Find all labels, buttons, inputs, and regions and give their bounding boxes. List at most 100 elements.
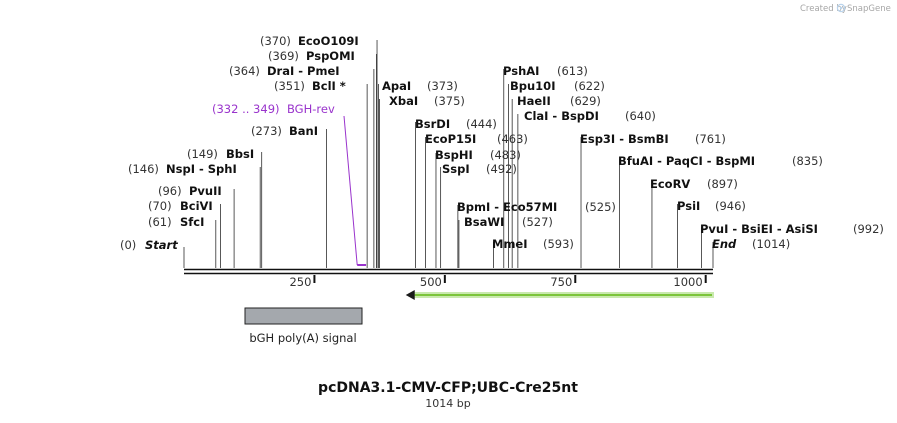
site-pos: (483) [490,148,521,162]
site-pvuii[interactable]: (96) PvuII [158,184,222,198]
site-pos: (373) [427,79,458,93]
site-psii[interactable]: PsiI (946) [677,199,746,213]
site-bsphi[interactable]: BspHI (483) [435,148,521,162]
site-name: PvuII [189,184,222,198]
site-bbsi[interactable]: (149) BbsI [187,147,254,161]
site-pos: (897) [707,177,738,191]
site-nspi-sphi[interactable]: (146) NspI - SphI [128,162,237,176]
site-name: ClaI - BspDI [524,109,599,123]
site-name: PsiI [677,199,700,213]
site-bpu10i[interactable]: Bpu10I (622) [510,79,605,93]
site-pos: (463) [497,132,528,146]
site-name: BsrDI [415,117,450,131]
site-pos: (146) [128,162,159,176]
site-pos: (70) [148,199,172,213]
site-lines [183,40,714,268]
feature-label: bGH poly(A) signal [249,331,356,345]
site-sfci[interactable]: (61) SfcI [148,215,204,229]
site-start[interactable]: (0) Start [120,238,178,252]
map-length: 1014 bp [425,397,470,410]
site-mmei[interactable]: MmeI (593) [492,237,574,251]
site-name: PspOMI [306,49,355,63]
site-pos: (351) [274,79,305,93]
site-name: BsaWI [464,215,504,229]
arrow-left-icon [405,290,415,300]
site-pos: (149) [187,147,218,161]
site-ecop15i[interactable]: EcoP15I (463) [425,132,528,146]
site-name: BpmI - Eco57MI [457,200,557,214]
site-bcivi[interactable]: (70) BciVI [148,199,213,213]
site-name: BbsI [226,147,254,161]
primer-leader-line [343,115,358,266]
site-haeii[interactable]: HaeII (629) [517,94,601,108]
tick-label: 250 [289,275,311,289]
site-pos: (61) [148,215,172,229]
sequence-backbone [184,268,713,275]
site-name: Esp3I - BsmBI [580,132,669,146]
site-drai-pmei[interactable]: (364) DraI - PmeI [229,64,340,78]
site-apai[interactable]: ApaI (373) [382,79,458,93]
site-bsrdi[interactable]: BsrDI (444) [415,117,497,131]
site-pos: (273) [251,124,282,138]
site-name: SfcI [180,215,204,229]
site-pos: (613) [557,64,588,78]
site-end[interactable]: End (1014) [712,237,790,251]
tick-label: 1000 [673,275,702,289]
site-name: DraI - PmeI [267,64,340,78]
site-bpmi-eco57mi[interactable]: BpmI - Eco57MI (525) [457,200,616,214]
credit-text: Created by [800,4,847,14]
feature-box [244,307,363,325]
site-pos: (492) [486,162,517,176]
site-pos: (835) [792,154,823,168]
site-name: BclI * [312,79,346,93]
arrow-feature-body [412,292,714,298]
site-name: Bpu10I [510,79,555,93]
site-bani[interactable]: (273) BanI [251,124,318,138]
site-psponi[interactable]: (369) PspOMI [268,49,355,63]
site-pos: (375) [434,94,465,108]
primer-name: BGH-rev [287,102,335,116]
map-title: pcDNA3.1-CMV-CFP;UBC-Cre25nt [318,380,578,396]
site-pos: (364) [229,64,260,78]
site-pos: (444) [466,117,497,131]
site-name: BspHI [435,148,473,162]
primer-range: (332 .. 349) [212,102,280,116]
site-name: PvuI - BsiEI - AsiSI [700,222,818,236]
site-pos: (369) [268,49,299,63]
site-pos: (629) [570,94,601,108]
site-name: BfuAI - PaqCI - BspMI [618,154,755,168]
site-pos: (593) [543,237,574,251]
snapgene-credit: Created by SnapGene [800,3,891,14]
site-bfuai-paqci-bspmi[interactable]: BfuAI - PaqCI - BspMI (835) [618,154,823,168]
site-name: EcoO109I [298,34,359,48]
primer-bgh-rev[interactable]: (332 .. 349) BGH-rev [212,102,367,266]
feature-bgh-polya[interactable]: bGH poly(A) signal [244,307,363,345]
site-name: PshAI [503,64,539,78]
site-bcli[interactable]: (351) BclI * [274,79,346,93]
site-ecoo109i[interactable]: (370) EcoO109I [260,34,359,48]
site-name: XbaI [389,94,418,108]
site-pshai[interactable]: PshAI (613) [503,64,588,78]
site-esp3i-bsmbi[interactable]: Esp3I - BsmBI (761) [580,132,726,146]
site-name: MmeI [492,237,528,251]
site-name: EcoRV [650,177,690,191]
site-sspi[interactable]: SspI (492) [442,162,517,176]
arrow-feature[interactable] [405,290,714,300]
site-name: Start [145,238,178,252]
site-name: HaeII [517,94,551,108]
site-name: BanI [289,124,318,138]
site-name: BciVI [180,199,213,213]
tick-label: 750 [550,275,572,289]
site-name: End [712,237,737,251]
site-pos: (0) [120,238,136,252]
site-xbai[interactable]: XbaI (375) [389,94,465,108]
snapgene-logo-icon [836,3,846,13]
site-pos: (370) [260,34,291,48]
ruler: 250 500 750 1000 [289,275,707,289]
site-pos: (640) [625,109,656,123]
site-bsawi[interactable]: BsaWI (527) [464,215,553,229]
site-ecorv[interactable]: EcoRV (897) [650,177,738,191]
site-pvui-bsiei-asisi[interactable]: PvuI - BsiEI - AsiSI (992) [700,222,884,236]
site-clai-bspdi[interactable]: ClaI - BspDI (640) [524,109,656,123]
